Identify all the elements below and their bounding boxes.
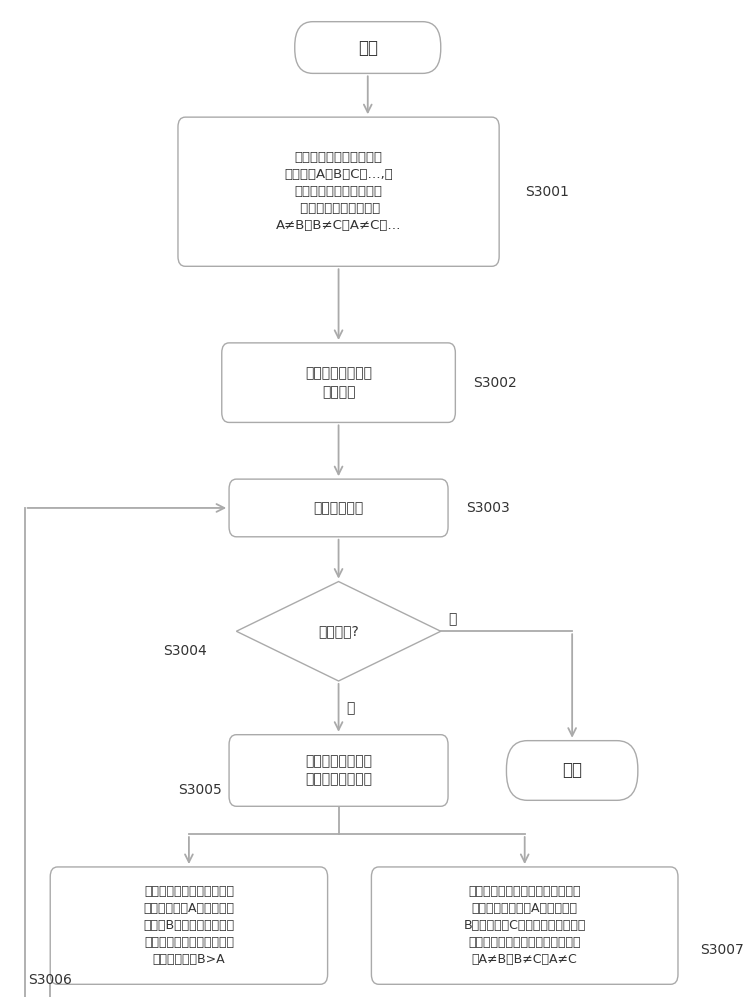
Text: 开始: 开始 bbox=[358, 39, 378, 57]
FancyBboxPatch shape bbox=[371, 867, 678, 984]
Text: 结束: 结束 bbox=[562, 761, 582, 779]
Text: S3005: S3005 bbox=[178, 783, 221, 797]
Text: S3004: S3004 bbox=[163, 644, 207, 658]
Text: 成排转向：关键位置各分支电缆按
走向分组为左转（A）、直行（
B）、右转（C），为保证转向一致
的电缆在一起，安装顺序上形成条
件A≠B，B≠C，A≠C: 成排转向：关键位置各分支电缆按 走向分组为左转（A）、直行（ B）、右转（C），… bbox=[464, 885, 586, 966]
Polygon shape bbox=[236, 582, 441, 681]
Text: S3002: S3002 bbox=[474, 376, 517, 390]
Text: 侧出：关键位置各分支上侧
出电缆命名为A，其它电缆
命名为B，为保证直行的电
缆不会挡侧出电缆，安装顺
序上形成条件B>A: 侧出：关键位置各分支上侧 出电缆命名为A，其它电缆 命名为B，为保证直行的电 缆… bbox=[143, 885, 234, 966]
Text: S3007: S3007 bbox=[700, 943, 744, 957]
FancyBboxPatch shape bbox=[294, 22, 441, 73]
Text: 遍历完成?: 遍历完成? bbox=[319, 624, 359, 638]
Text: S3003: S3003 bbox=[466, 501, 510, 515]
FancyBboxPatch shape bbox=[229, 479, 448, 537]
Text: 否: 否 bbox=[346, 701, 354, 715]
Text: 分析关键位置电缆
关系，形成的条件: 分析关键位置电缆 关系，形成的条件 bbox=[305, 754, 372, 787]
FancyBboxPatch shape bbox=[229, 735, 448, 806]
Text: S3006: S3006 bbox=[29, 973, 72, 987]
Text: 遍历关键位置: 遍历关键位置 bbox=[313, 501, 364, 515]
FancyBboxPatch shape bbox=[178, 117, 499, 266]
FancyBboxPatch shape bbox=[50, 867, 328, 984]
Text: S3001: S3001 bbox=[525, 185, 569, 199]
FancyBboxPatch shape bbox=[222, 343, 456, 422]
Text: 型号规格：电缆按型号规
格分组为A，B，C，…,为
保证相同型号规格的电缆
 在一起，两两形成条件
A≠B，B≠C，A≠C，…: 型号规格：电缆按型号规 格分组为A，B，C，…,为 保证相同型号规格的电缆 在一… bbox=[276, 151, 401, 232]
FancyBboxPatch shape bbox=[507, 741, 638, 800]
Text: 获得电缆关联所有
关键位置: 获得电缆关联所有 关键位置 bbox=[305, 366, 372, 399]
Text: 是: 是 bbox=[448, 612, 456, 626]
